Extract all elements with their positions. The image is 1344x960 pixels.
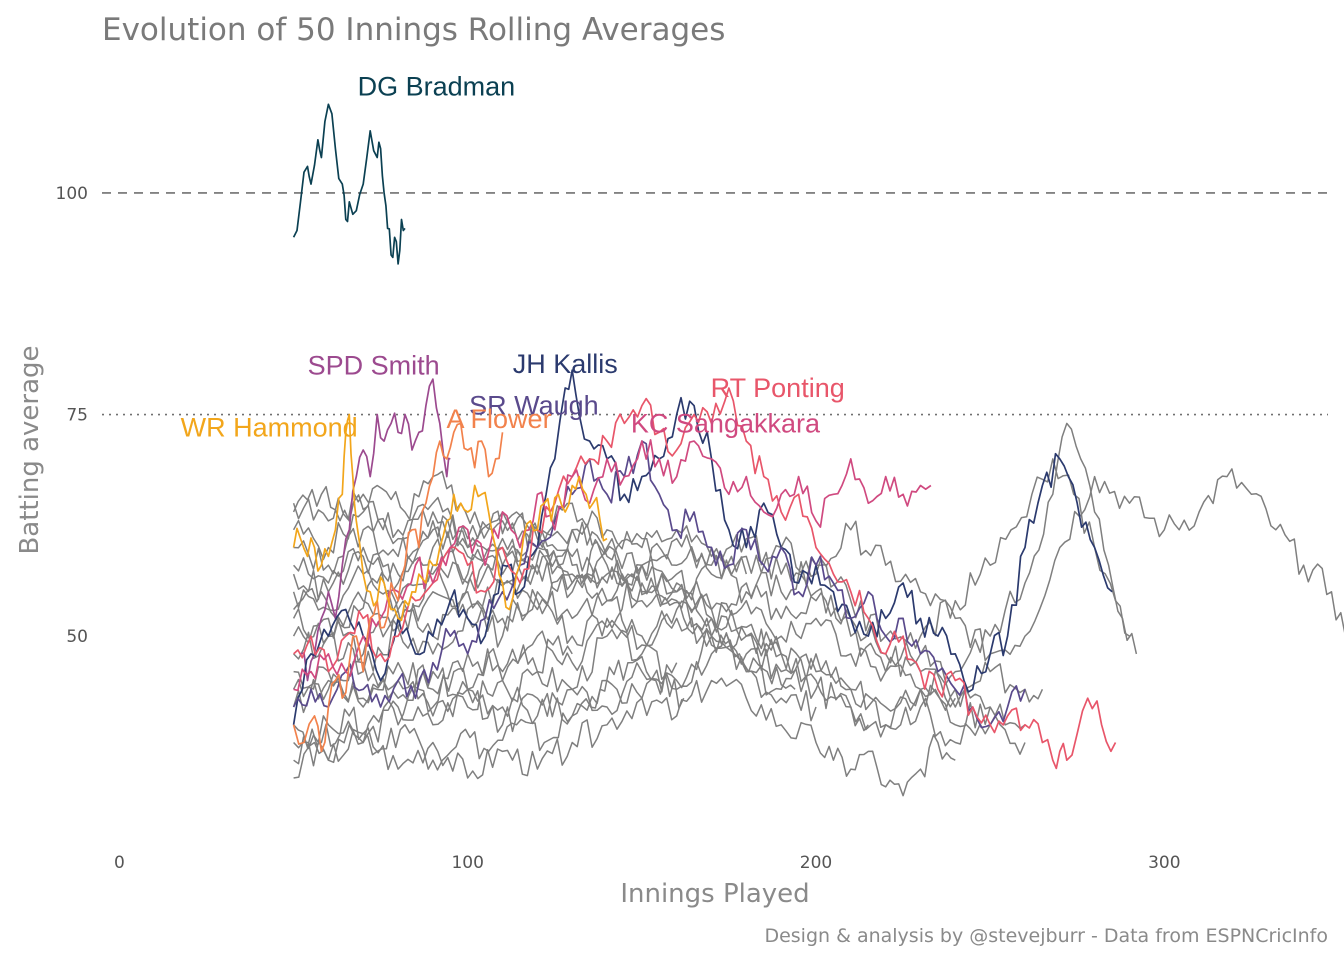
background-series-line: [292, 470, 601, 585]
background-series-line: [292, 468, 1344, 663]
x-tick-label: 300: [1148, 853, 1180, 873]
background-series-group: [292, 422, 1344, 797]
series-line-rt-ponting: [293, 387, 1117, 770]
background-series-line: [293, 538, 796, 690]
y-tick-label: 50: [66, 627, 88, 647]
y-tick-label: 75: [66, 406, 88, 426]
background-series-line: [293, 677, 956, 797]
series-label-a-flower: A Flower: [447, 404, 552, 434]
background-series-line: [293, 646, 817, 725]
series-label-sr-waugh: SR Waugh: [469, 391, 599, 421]
series-labels: DG Bradman SPD Smith JH Kallis SR Waugh RT P…: [181, 71, 845, 442]
x-axis-ticks: 0 100 200 300: [114, 853, 1181, 873]
chart-title: Evolution of 50 Innings Rolling Averages: [102, 12, 725, 48]
series-line-sr-waugh: [292, 440, 1026, 729]
background-series-line: [292, 559, 991, 729]
background-series-line: [293, 635, 573, 779]
reference-lines: [102, 192, 1328, 416]
background-series-line: [293, 655, 685, 771]
series-label-kc-sangakkara: KC Sangakkara: [631, 408, 821, 438]
background-series-line: [292, 458, 1130, 682]
x-tick-label: 0: [114, 853, 125, 873]
series-line-jh-kallis: [292, 369, 1113, 725]
y-axis-ticks: 50 75 100: [56, 184, 88, 647]
series-label-wr-hammond: WR Hammond: [181, 413, 358, 443]
series-label-rt-ponting: RT Ponting: [711, 373, 845, 403]
series-label-spd-smith: SPD Smith: [308, 351, 440, 381]
chart-caption: Design & analysis by @stevejburr - Data …: [764, 925, 1328, 947]
series-line-spd-smith: [300, 378, 451, 682]
series-line-dg-bradman: [292, 103, 406, 265]
highlighted-series-group: [292, 103, 1117, 770]
x-axis-title: Innings Played: [620, 879, 809, 909]
series-label-dg-bradman: DG Bradman: [358, 71, 516, 101]
background-series-line: [292, 496, 869, 732]
x-tick-label: 200: [800, 853, 832, 873]
x-tick-label: 100: [451, 853, 483, 873]
series-line-a-flower: [292, 422, 504, 753]
y-axis-title: Batting average: [15, 345, 45, 554]
series-line-wr-hammond: [292, 413, 608, 622]
background-series-line: [292, 662, 678, 733]
background-series-line: [292, 600, 1026, 755]
y-tick-label: 100: [56, 184, 88, 204]
series-label-jh-kallis: JH Kallis: [513, 349, 618, 379]
